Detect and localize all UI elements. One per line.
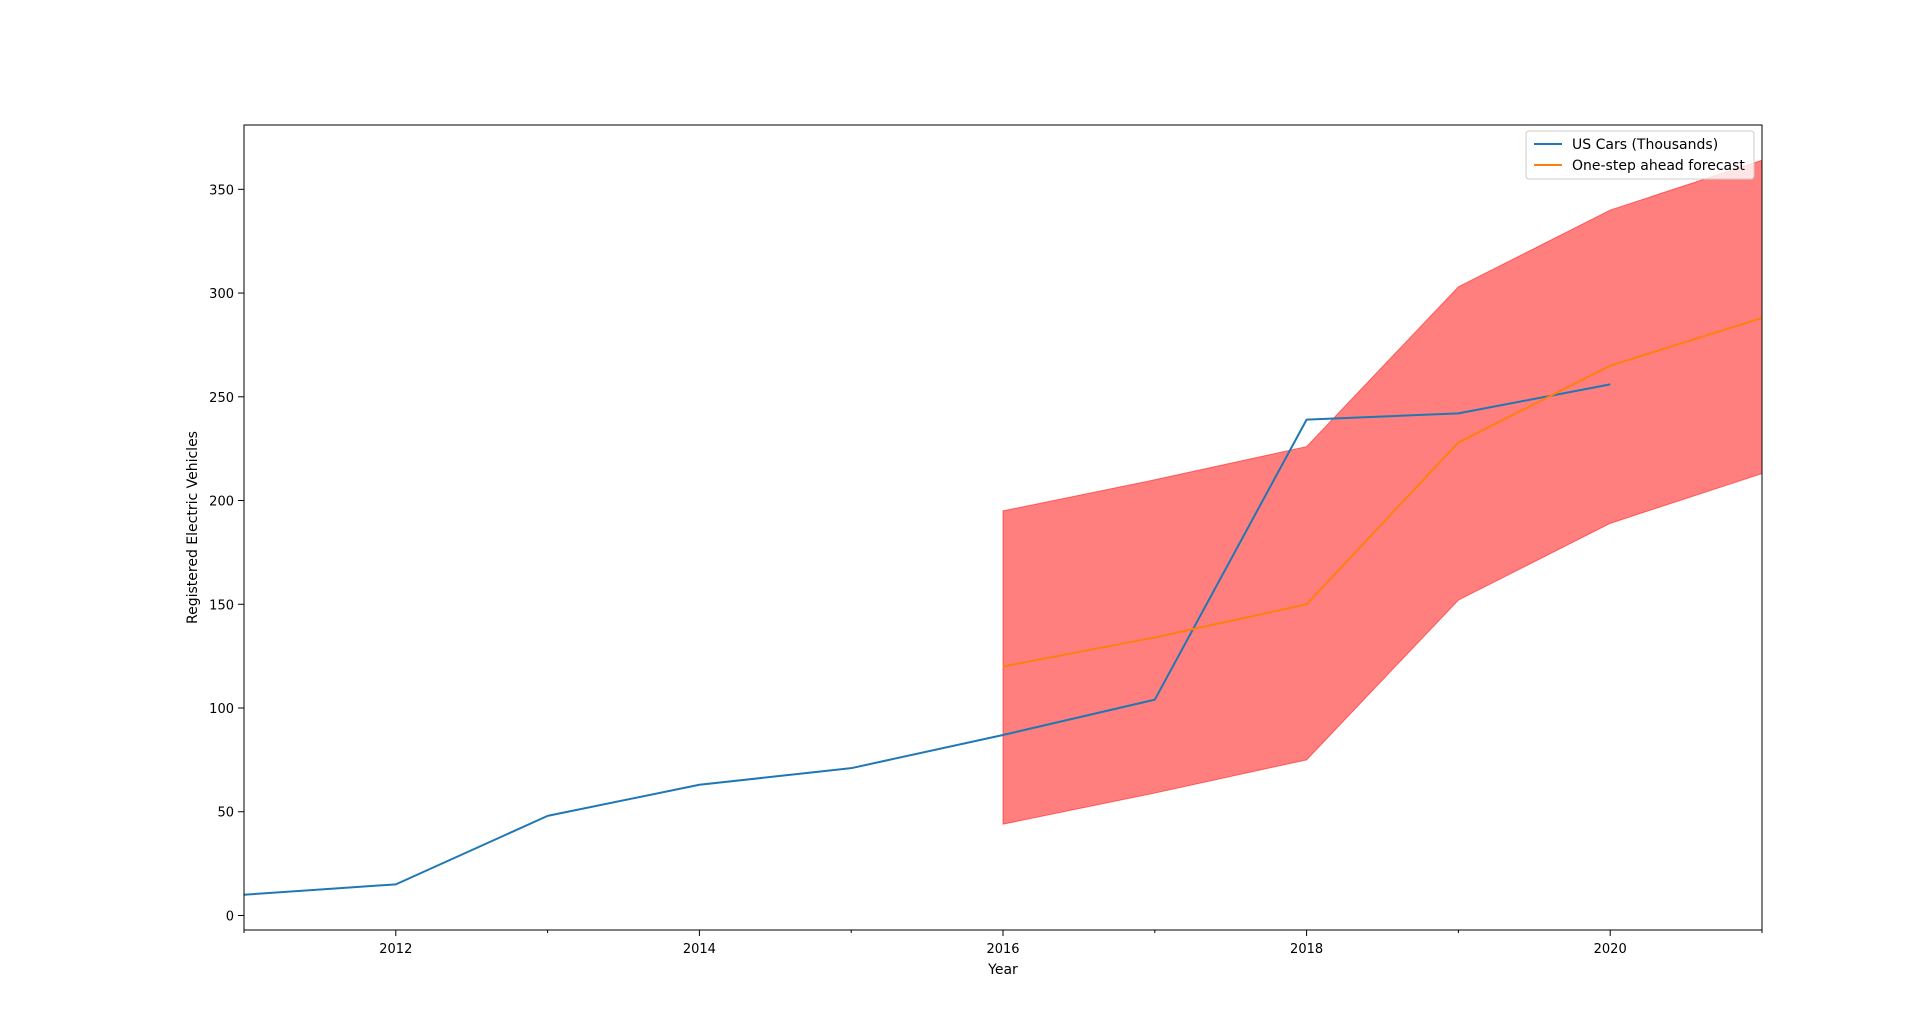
legend-label-forecast: One-step ahead forecast (1572, 158, 1745, 174)
series-layer (244, 316, 1762, 896)
y-axis-ticks: 0 50 100 150 200 250 300 350 (209, 183, 244, 924)
confidence-band-layer (1002, 159, 1762, 825)
series-line-forecast (1002, 316, 1762, 668)
series-line-us-cars (244, 383, 1611, 896)
x-tick-label: 2020 (1594, 942, 1627, 957)
legend-label-us-cars: US Cars (Thousands) (1572, 137, 1718, 153)
y-tick-label: 350 (209, 183, 234, 198)
x-tick-label: 2018 (1290, 942, 1323, 957)
y-tick-label: 50 (217, 806, 234, 821)
y-tick-label: 0 (226, 909, 234, 924)
legend-box (1525, 130, 1755, 180)
x-axis-ticks: 2012 2014 2016 2018 2020 (243, 930, 1763, 957)
x-axis-label: Year (987, 962, 1018, 978)
legend: US Cars (Thousands) One-step ahead forec… (1525, 130, 1755, 180)
x-tick-label: 2012 (379, 942, 412, 957)
confidence-band (1002, 159, 1762, 825)
y-axis-label: Registered Electric Vehicles (185, 431, 201, 624)
y-tick-label: 100 (209, 702, 234, 717)
y-tick-label: 150 (209, 598, 234, 613)
y-tick-label: 250 (209, 391, 234, 406)
y-tick-label: 300 (209, 287, 234, 302)
x-tick-label: 2014 (683, 942, 716, 957)
x-tick-label: 2016 (986, 942, 1019, 957)
y-tick-label: 200 (209, 495, 234, 510)
